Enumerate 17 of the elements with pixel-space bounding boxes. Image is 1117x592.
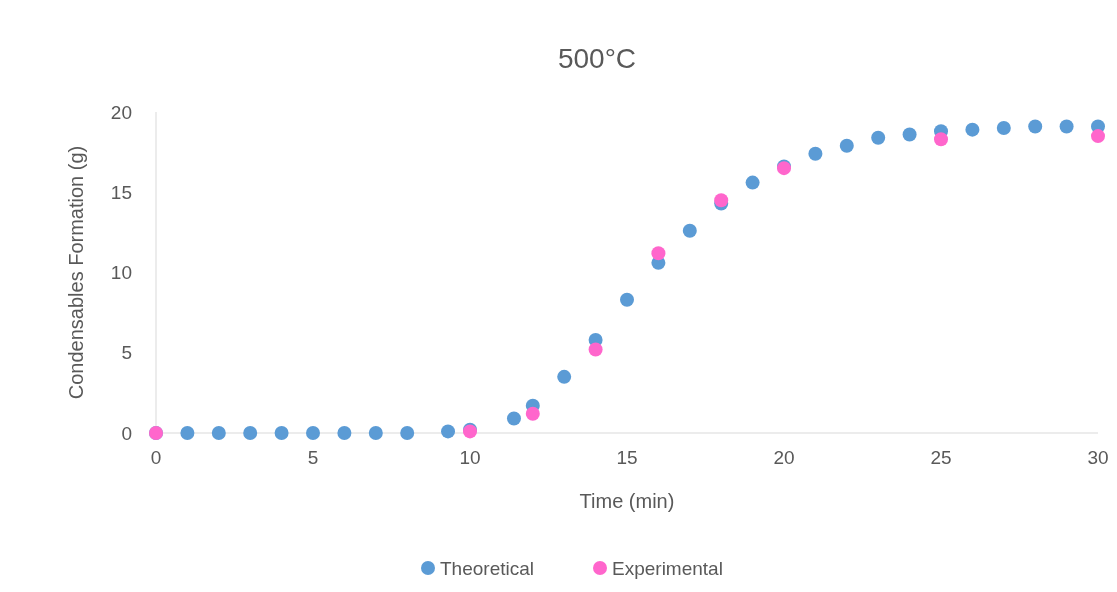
x-tick-label: 15 — [616, 446, 638, 468]
x-tick-label: 30 — [1087, 446, 1109, 468]
x-tick-label: 0 — [150, 446, 162, 468]
y-axis-title: Condensables Formation (g) — [65, 145, 87, 400]
y-tick-label: 0 — [121, 422, 132, 444]
legend-label: Experimental — [612, 557, 723, 579]
x-axis-title: Time (min) — [579, 490, 675, 512]
y-tick-label: 20 — [110, 101, 132, 123]
legend-label: Theoretical — [440, 557, 534, 579]
y-tick-label: 15 — [110, 181, 132, 203]
x-tick-label: 20 — [773, 446, 795, 468]
chart-title: 500°C — [557, 43, 637, 74]
x-tick-label: 5 — [307, 446, 319, 468]
x-tick-label: 10 — [459, 446, 481, 468]
y-tick-label: 10 — [110, 262, 132, 284]
x-tick-label: 25 — [930, 446, 952, 468]
y-tick-label: 5 — [121, 342, 132, 364]
